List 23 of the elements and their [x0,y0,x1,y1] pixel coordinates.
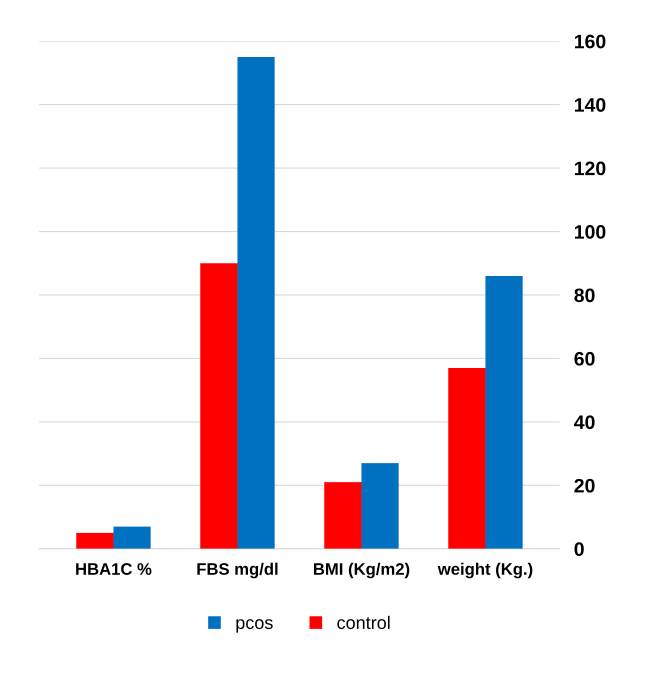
bar [200,263,238,549]
y-tick-label: 60 [574,352,595,366]
y-tick-label: 100 [574,224,606,239]
x-tick-label: weight (Kg.) [438,562,532,578]
y-tick-label: 120 [574,162,606,176]
bar [485,276,523,549]
y-tick-label: 80 [574,288,595,302]
bar [324,482,362,549]
x-tick-label: HBA1C % [76,563,152,575]
bar [113,526,151,549]
legend-label: pcos [236,619,273,633]
y-tick-label: 40 [574,415,595,430]
bar [237,57,275,549]
y-tick-label: 0 [574,542,584,556]
x-tick-label: FBS mg/dl [197,562,278,578]
bar [448,368,486,549]
y-tick-label: 20 [574,478,595,493]
bar [361,463,399,549]
x-tick-label: BMI (Kg/m2) [314,562,410,578]
y-tick-label: 140 [574,98,606,112]
legend-label: control [337,616,390,630]
bar [76,532,114,549]
y-tick-label: 160 [574,34,606,48]
